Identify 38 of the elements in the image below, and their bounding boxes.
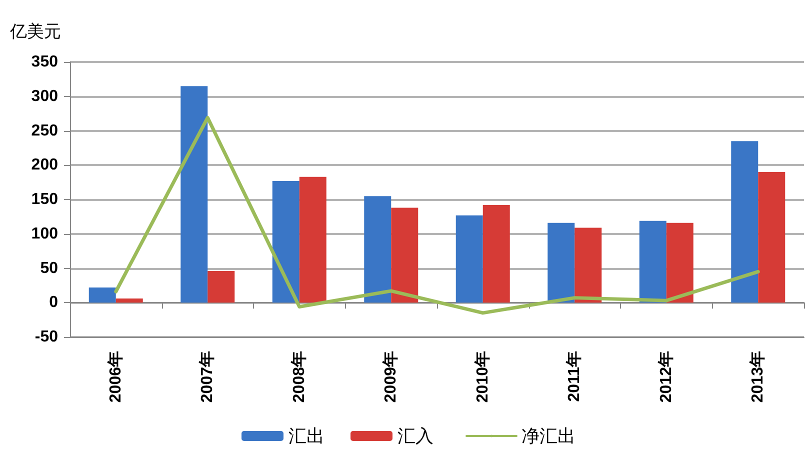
x-tick-label: 2006年: [106, 351, 124, 403]
y-tick-label: 50: [40, 260, 58, 277]
bar: [180, 86, 208, 303]
y-tick-label: -50: [34, 328, 58, 346]
bar: [731, 141, 758, 303]
bar: [482, 205, 510, 303]
x-tick-label: 2007年: [198, 351, 216, 403]
x-tick-label: 2010年: [473, 351, 492, 403]
y-tick-label: 0: [49, 294, 58, 312]
y-tick-label: 250: [31, 122, 58, 140]
y-axis-title: 亿美元: [9, 22, 61, 41]
y-tick-label: 300: [31, 88, 58, 105]
x-tick-label: 2011年: [565, 351, 584, 402]
y-tick-label: 100: [31, 225, 58, 242]
bar: [116, 298, 143, 303]
bar: [208, 271, 235, 303]
bar: [88, 288, 116, 303]
legend-label: 汇出: [288, 426, 324, 446]
x-tick-label: 2013年: [748, 351, 767, 403]
x-tick-label: 2008年: [290, 351, 308, 403]
bar: [548, 222, 575, 303]
legend-label: 汇入: [398, 426, 434, 446]
x-tick-label: 2009年: [382, 351, 400, 403]
bar: [391, 208, 418, 303]
x-tick-label: 2012年: [656, 351, 675, 403]
legend-label: 净汇出: [522, 426, 576, 446]
bar: [574, 228, 602, 303]
bar: [666, 222, 694, 303]
bar: [272, 180, 300, 303]
bar: [758, 172, 786, 303]
line-series: [114, 116, 760, 315]
y-tick-label: 350: [31, 54, 58, 70]
bar: [456, 215, 483, 303]
bar: [639, 220, 666, 303]
bar: [299, 176, 326, 303]
y-tick-label: 150: [31, 191, 58, 208]
bar: [364, 196, 392, 303]
y-tick-label: 200: [31, 156, 58, 174]
